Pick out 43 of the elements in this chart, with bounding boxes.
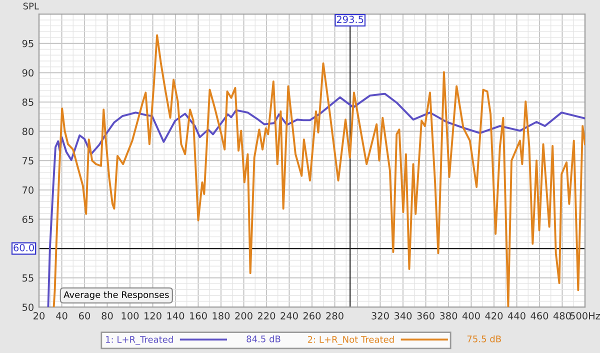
x-tick-label: 260 bbox=[303, 312, 321, 320]
text: 75.5 dB bbox=[467, 335, 501, 342]
x-tick-label: 100 bbox=[122, 312, 139, 320]
y-tick-label: 55 bbox=[22, 274, 34, 282]
x-tick-label: 220 bbox=[258, 312, 276, 320]
x-tick-label: 460 bbox=[530, 312, 548, 320]
x-tick-label: 380 bbox=[440, 312, 458, 320]
legend-label: 1: L+R_Treated bbox=[106, 336, 173, 345]
x-tick-label: 440 bbox=[508, 312, 526, 320]
x-tick-label: 240 bbox=[280, 312, 298, 320]
y-tick-label: 70 bbox=[22, 186, 34, 194]
y-tick-label: 85 bbox=[22, 98, 34, 106]
line-series bbox=[47, 92, 585, 308]
x-tick-label: 340 bbox=[394, 312, 412, 320]
x-tick-label: 20 bbox=[34, 312, 45, 320]
ref-line-label: 293.5 bbox=[336, 16, 364, 24]
y-tick-label: 90 bbox=[22, 69, 34, 77]
legend-label: 2: L+R_Not Treated bbox=[308, 336, 394, 345]
y-tick-label: 65 bbox=[22, 216, 34, 224]
y-tick-label: 50 bbox=[22, 304, 34, 311]
x-tick-label: 360 bbox=[417, 312, 434, 320]
annotation: Average the Responses bbox=[64, 291, 169, 300]
x-tick-label: 120 bbox=[144, 312, 162, 320]
y-tick-label: 80 bbox=[22, 128, 34, 136]
x-tick-label: 180 bbox=[212, 312, 230, 320]
line-series bbox=[52, 34, 585, 308]
y-tick-label: 95 bbox=[22, 40, 34, 48]
x-tick-label: 60 bbox=[78, 312, 90, 320]
x-tick-label: 160 bbox=[190, 312, 207, 320]
x-tick-label: 280 bbox=[326, 312, 344, 320]
x-tick-label: 480 bbox=[553, 312, 571, 320]
text: 84.5 dB bbox=[246, 335, 280, 342]
y-tick-label: 75 bbox=[22, 157, 34, 164]
x-tick-label: 320 bbox=[372, 312, 389, 320]
ref-line-label: 60.0 bbox=[14, 244, 34, 252]
x-tick-label: 420 bbox=[485, 312, 503, 320]
y-axis-title: SPL bbox=[23, 2, 39, 10]
x-tick-label: 500Hz bbox=[570, 312, 600, 320]
x-tick-label: 80 bbox=[102, 312, 113, 320]
x-tick-label: 40 bbox=[56, 312, 68, 320]
x-tick-label: 200 bbox=[235, 312, 252, 320]
x-tick-label: 400 bbox=[462, 312, 480, 320]
x-tick-label: 140 bbox=[167, 312, 184, 320]
